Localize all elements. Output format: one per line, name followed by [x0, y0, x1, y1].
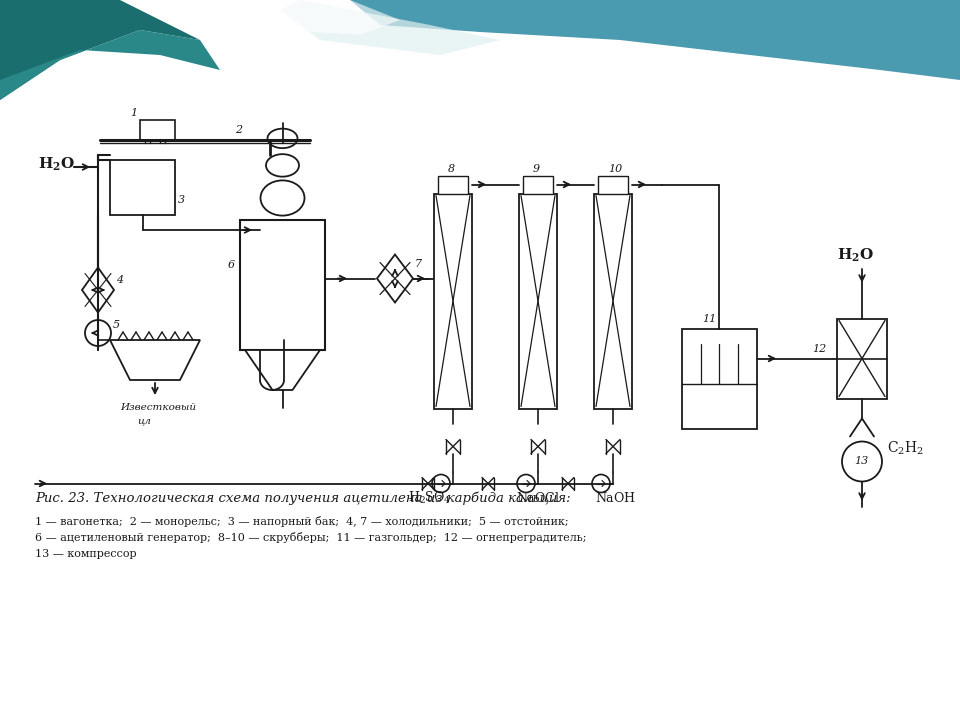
- Bar: [519, 194, 557, 408]
- Polygon shape: [82, 268, 114, 312]
- Text: цл: цл: [137, 416, 151, 425]
- Polygon shape: [0, 0, 220, 100]
- Text: Рис. 23. Технологическая схема получения ацетилена из карбида кальция:: Рис. 23. Технологическая схема получения…: [35, 492, 570, 505]
- Bar: [438, 176, 468, 194]
- Circle shape: [842, 441, 882, 482]
- Bar: [110, 160, 175, 215]
- Text: 9: 9: [533, 163, 540, 174]
- Text: 8: 8: [448, 163, 455, 174]
- Circle shape: [432, 474, 450, 492]
- Ellipse shape: [266, 154, 299, 176]
- Bar: [140, 120, 175, 140]
- Polygon shape: [0, 0, 200, 100]
- Text: 2: 2: [235, 125, 242, 135]
- Text: $\mathregular{C_2H_2}$: $\mathregular{C_2H_2}$: [887, 439, 924, 456]
- Text: 1 — вагонетка;  2 — монорельс;  3 — напорный бак;  4, 7 — холодильники;  5 — отс: 1 — вагонетка; 2 — монорельс; 3 — напорн…: [35, 516, 568, 527]
- Bar: [837, 318, 887, 398]
- Circle shape: [517, 474, 535, 492]
- Text: 4: 4: [116, 275, 123, 285]
- Text: 11: 11: [702, 313, 716, 323]
- Text: 3: 3: [178, 195, 185, 205]
- Polygon shape: [180, 0, 400, 35]
- Circle shape: [592, 474, 610, 492]
- Bar: [434, 194, 472, 408]
- Bar: [598, 176, 628, 194]
- Bar: [594, 194, 632, 408]
- Text: $\mathregular{H_2SO_4}$: $\mathregular{H_2SO_4}$: [408, 490, 451, 505]
- Bar: [523, 176, 553, 194]
- Ellipse shape: [268, 129, 298, 148]
- Text: 12: 12: [812, 343, 827, 354]
- Bar: [240, 220, 325, 350]
- Circle shape: [85, 320, 111, 346]
- Text: $\mathregular{NaOH}$: $\mathregular{NaOH}$: [595, 492, 636, 505]
- Polygon shape: [350, 0, 960, 80]
- Text: $\mathregular{H_2O}$: $\mathregular{H_2O}$: [837, 246, 874, 264]
- Text: 6 — ацетиленовый генератор;  8–10 — скрубберы;  11 — газгольдер;  12 — огнепрегр: 6 — ацетиленовый генератор; 8–10 — скруб…: [35, 532, 587, 543]
- Text: 1: 1: [130, 108, 137, 118]
- Text: 13: 13: [854, 456, 868, 467]
- Text: Известковый: Известковый: [120, 403, 196, 412]
- Polygon shape: [110, 340, 200, 380]
- Bar: [682, 328, 757, 428]
- Text: 10: 10: [608, 163, 622, 174]
- Ellipse shape: [260, 181, 304, 215]
- Polygon shape: [377, 254, 413, 302]
- Polygon shape: [280, 0, 500, 55]
- Text: 13 — компрессор: 13 — компрессор: [35, 549, 136, 559]
- Polygon shape: [400, 0, 960, 50]
- Text: 6: 6: [228, 260, 235, 270]
- Polygon shape: [245, 350, 320, 390]
- Text: $\mathregular{NaOCl}$: $\mathregular{NaOCl}$: [516, 492, 560, 505]
- Text: 5: 5: [113, 320, 120, 330]
- Text: 7: 7: [415, 258, 422, 269]
- Text: $\mathregular{H_2O}$: $\mathregular{H_2O}$: [38, 156, 75, 173]
